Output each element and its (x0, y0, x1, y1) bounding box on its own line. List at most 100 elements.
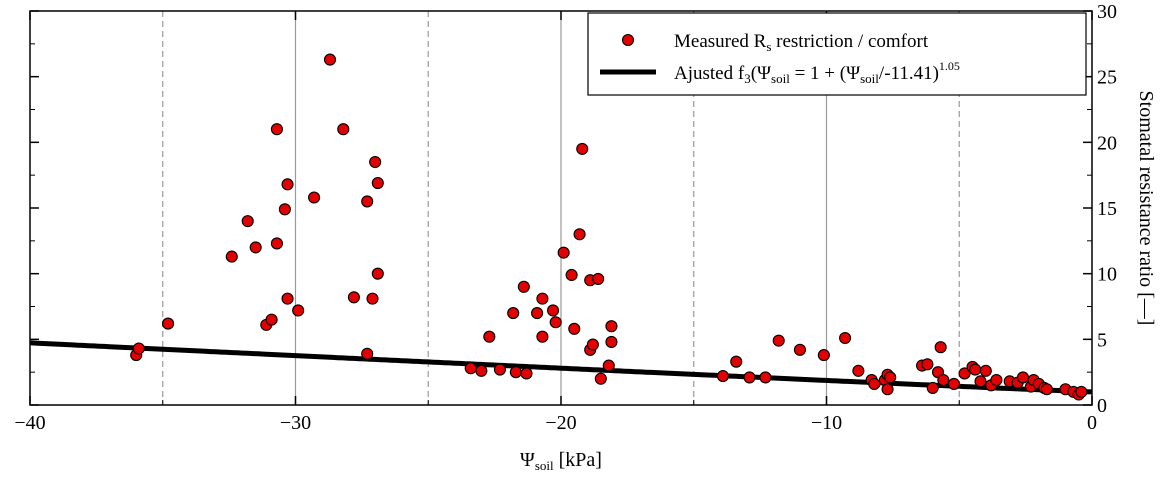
legend-text-sub: 3 (744, 71, 751, 86)
data-point (531, 307, 544, 320)
data-point (278, 203, 291, 216)
data-points (130, 53, 1088, 401)
data-point (549, 316, 562, 329)
legend-text-part: Measured R (674, 31, 767, 52)
data-point (565, 268, 578, 282)
data-point (520, 367, 533, 380)
y-axis-label: Stomatal resistance ratio [—] (1135, 91, 1157, 326)
data-point (265, 313, 278, 326)
data-point (225, 250, 238, 263)
x-tick-label: −40 (14, 412, 45, 434)
data-point (592, 272, 605, 285)
data-point (536, 292, 549, 305)
data-point (241, 215, 254, 228)
legend-label-measured: Measured Rs restriction / comfort (674, 31, 929, 54)
data-point (759, 371, 772, 384)
data-point (881, 383, 894, 396)
data-point (743, 371, 756, 384)
data-point (1075, 385, 1088, 398)
fit-curve-layer (29, 340, 1093, 395)
data-point (507, 307, 520, 320)
data-point (793, 343, 807, 356)
axis-ticks: −40 −30 −20 −10 00 5 10 15 20 25 30 (14, 1, 1117, 434)
y-tick-label: 0 (1097, 395, 1107, 417)
data-point (979, 364, 992, 377)
data-point (132, 342, 145, 355)
axis-labels: Ψsoil [kPa] Stomatal resistance ratio [—] (520, 91, 1157, 473)
data-point (337, 123, 350, 136)
legend-text-part: /-11.41) (879, 63, 939, 84)
fit-curve (29, 340, 1093, 395)
y-tick-label: 10 (1097, 264, 1117, 286)
data-point (772, 334, 785, 347)
data-point (323, 53, 337, 66)
data-point (270, 237, 283, 250)
data-point (605, 320, 618, 333)
legend-text-part: restriction / comfort (771, 31, 928, 52)
legend-text-part: Ajusted f (674, 63, 745, 84)
data-point (1040, 383, 1053, 396)
data-point (557, 246, 570, 259)
legend-label-fit: Ajusted f3(Ψsoil = 1 + (Ψsoil/-11.41)1.0… (674, 59, 960, 86)
data-point (475, 364, 488, 377)
legend-text-part: (Ψ (751, 63, 771, 84)
data-point (937, 373, 950, 387)
data-point (730, 355, 743, 368)
legend-text-sub: s (766, 39, 771, 54)
x-tick-label: −10 (811, 412, 842, 434)
data-point (270, 123, 283, 136)
data-point (281, 178, 294, 191)
data-point (292, 304, 305, 317)
data-point (308, 191, 321, 204)
data-point (366, 292, 379, 305)
data-point (573, 228, 586, 241)
x-axis-label: Ψsoil [kPa] (520, 449, 602, 473)
data-point (934, 341, 947, 354)
data-point (361, 347, 374, 360)
legend-text-sup: 1.05 (939, 59, 960, 73)
x-tick-label: −20 (545, 412, 576, 434)
y-tick-label: 30 (1097, 1, 1117, 23)
x-tick-label: −30 (280, 412, 311, 434)
y-tick-label: 20 (1097, 132, 1117, 154)
x-axis-label-part: [kPa] (554, 449, 602, 471)
data-point (817, 349, 830, 362)
data-point (868, 377, 881, 391)
data-point (605, 335, 618, 349)
data-point (576, 142, 589, 155)
legend-text-sub: soil (771, 71, 790, 86)
data-point (1016, 371, 1030, 384)
data-point (509, 366, 522, 379)
data-point (974, 375, 987, 388)
legend-text-sub: soil (860, 71, 879, 86)
data-point (969, 363, 982, 376)
data-point (536, 330, 549, 343)
x-tick-label: 0 (1087, 412, 1097, 434)
data-point (162, 317, 175, 330)
data-point (281, 292, 294, 305)
data-point (958, 367, 971, 380)
y-tick-label: 15 (1097, 198, 1117, 220)
data-point (926, 381, 939, 394)
data-point (249, 241, 262, 254)
data-point (517, 280, 530, 293)
data-point (568, 322, 581, 335)
y-tick-label: 5 (1097, 329, 1107, 351)
legend-marker (621, 33, 635, 47)
data-point (884, 371, 897, 384)
data-point (594, 372, 607, 385)
data-point (839, 331, 852, 345)
data-point (371, 267, 384, 280)
data-point (371, 176, 384, 190)
data-point (464, 362, 477, 375)
data-point (361, 195, 374, 208)
y-tick-label: 25 (1097, 67, 1117, 89)
data-point (546, 304, 560, 317)
data-point (369, 155, 382, 169)
x-axis-label-sub: soil (535, 458, 554, 473)
x-axis-label-part: Ψ (520, 449, 535, 471)
data-point (347, 291, 360, 304)
data-point (947, 377, 960, 391)
legend-text-part: = 1 + (Ψ (790, 63, 860, 84)
